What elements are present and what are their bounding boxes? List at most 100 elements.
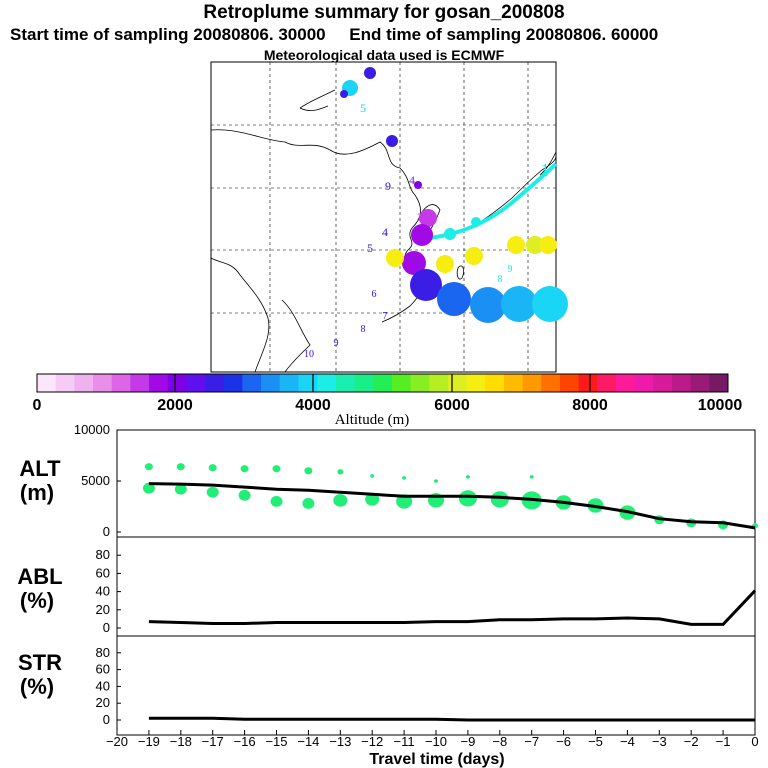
map-label: 4	[409, 173, 415, 187]
map-label: 19	[390, 254, 400, 265]
colorbar-cell	[485, 374, 505, 392]
y-tick-label: 10000	[74, 422, 110, 437]
colorbar-cells	[37, 374, 729, 392]
alt-label: ALT	[19, 456, 61, 481]
colorbar-cell	[317, 374, 337, 392]
colorbar-cell	[242, 374, 262, 392]
colorbar-cell	[74, 374, 94, 392]
map-labels: 6 5 1 9 4 3 4 5 19 17 16 15 14 3 4 5 6 7…	[304, 81, 557, 360]
start-time-label: Start time of sampling 20080806. 30000	[10, 25, 326, 44]
colorbar-cell	[634, 374, 654, 392]
x-tick-label: −1	[716, 734, 731, 749]
map-label: 6	[372, 289, 377, 300]
map-label: 16	[469, 252, 479, 263]
colorbar-cell	[223, 374, 243, 392]
colorbar-tick: 2000	[157, 397, 193, 414]
y-tick-label: 0	[103, 712, 110, 727]
x-tick-label: −19	[138, 734, 160, 749]
colorbar-cell	[205, 374, 225, 392]
map-label: 6	[483, 296, 493, 318]
colorbar-cell	[597, 374, 617, 392]
map-label: 15	[510, 241, 520, 252]
colorbar-frame	[36, 373, 729, 393]
map-frame	[210, 61, 557, 373]
map-label: 14	[544, 241, 554, 252]
alt-y-ticks: 0 5000 10000	[74, 422, 121, 539]
colorbar-cell	[559, 374, 580, 392]
map-label: 5	[360, 101, 366, 115]
map-label: 5	[449, 289, 459, 311]
x-tick-label: −11	[394, 734, 415, 749]
plume-blob	[490, 491, 509, 508]
colorbar-cell	[130, 374, 150, 392]
colorbar-cell	[111, 374, 131, 392]
x-tick-label: −3	[652, 734, 667, 749]
plume-blob	[302, 498, 315, 509]
map-label: 3	[410, 254, 419, 274]
map-label: 9	[508, 264, 513, 275]
map-label: 17	[440, 260, 450, 271]
y-tick-label: 60	[96, 662, 110, 677]
str-line	[148, 716, 755, 722]
map-label: 6	[347, 81, 353, 95]
plume-blob	[144, 463, 153, 471]
colorbar-cell	[447, 374, 468, 392]
map-label: 1	[387, 134, 393, 148]
x-tick-label: −8	[492, 734, 507, 749]
map-label: 9	[334, 338, 339, 349]
plume-marker	[507, 236, 525, 254]
map-label: 8	[498, 274, 503, 285]
map-label: 8	[361, 324, 366, 335]
colorbar-tick: 6000	[434, 397, 470, 414]
x-tick-label: −9	[460, 734, 475, 749]
y-tick-label: 0	[103, 620, 110, 635]
colorbar-cell	[615, 374, 636, 392]
plume-blob	[529, 475, 534, 479]
plume-marker	[340, 90, 348, 98]
plume-marker	[386, 249, 404, 267]
plume-blob	[465, 475, 470, 479]
map-label: 7	[514, 295, 524, 317]
plume-markers	[340, 67, 568, 323]
x-tick-label: −5	[588, 734, 603, 749]
map-label: 10	[304, 349, 314, 360]
plume-marker	[402, 251, 426, 275]
plume-blob	[142, 482, 155, 494]
abl-line	[148, 589, 757, 626]
y-tick-label: 5000	[81, 473, 110, 488]
colorbar-tick: 4000	[295, 397, 331, 414]
colorbar-cell	[391, 374, 412, 392]
colorbar-tick: 8000	[572, 397, 608, 414]
plume-marker	[539, 236, 557, 254]
x-tick-label: −16	[234, 734, 256, 749]
plume-marker	[436, 255, 454, 273]
plume-marker	[470, 287, 506, 323]
plume-marker	[501, 286, 537, 322]
map-label: 7	[383, 311, 388, 322]
colorbar-cell	[410, 374, 430, 392]
map-label: 4	[382, 225, 388, 239]
end-time-label: End time of sampling 20080806. 60000	[349, 25, 659, 44]
plume-marker	[465, 247, 483, 265]
y-tick-label: 20	[96, 695, 110, 710]
x-tick-label: −10	[425, 734, 447, 749]
colorbar-cell	[37, 374, 57, 392]
x-tick-label: −4	[620, 734, 635, 749]
colorbar-cell	[93, 374, 113, 392]
x-tick-label: −12	[361, 734, 383, 749]
plume-blob	[206, 486, 219, 498]
map-panel: 6 5 1 9 4 3 4 5 19 17 16 15 14 3 4 5 6 7…	[210, 61, 568, 373]
panel-labels: ALT (m) ABL (%) STR (%)	[17, 456, 62, 699]
colorbar-cell	[149, 374, 169, 392]
colorbar-cell	[541, 374, 561, 392]
colorbar-cell	[167, 374, 187, 392]
abl-label: ABL	[17, 564, 62, 589]
x-tick-label: −15	[265, 734, 287, 749]
y-tick-label: 40	[96, 678, 110, 693]
plume-marker	[471, 217, 481, 227]
altitude-colorbar: 0 2000 4000 6000 8000 10000 Altitude (m)	[33, 373, 742, 428]
colorbar-cell	[690, 374, 710, 392]
y-tick-label: 60	[96, 565, 110, 580]
colorbar-label: Altitude (m)	[335, 412, 410, 428]
